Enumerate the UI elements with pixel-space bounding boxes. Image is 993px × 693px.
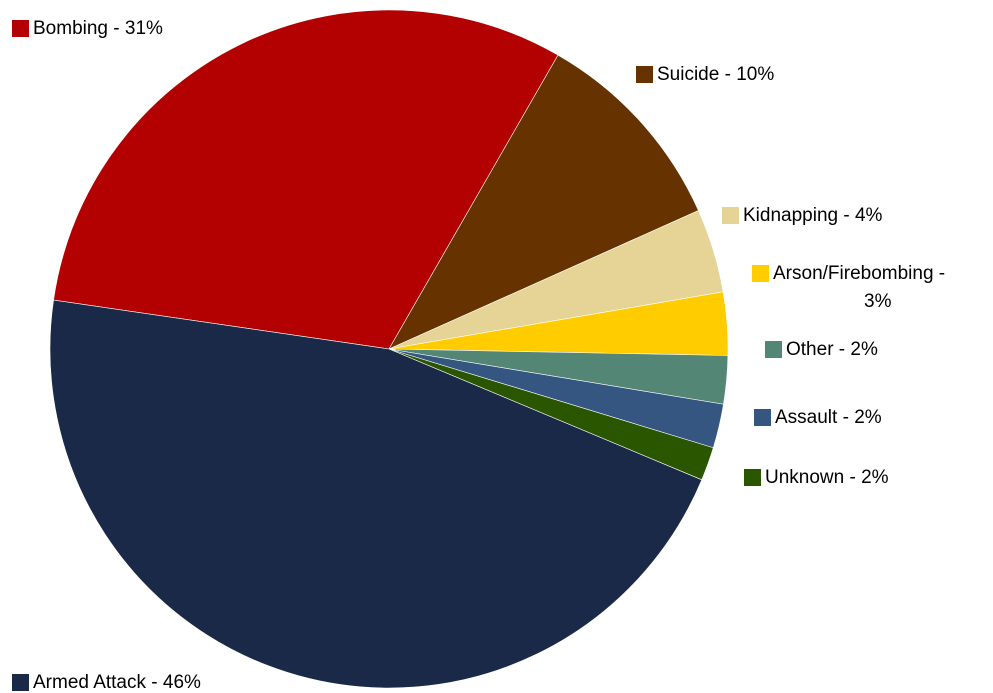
legend-swatch-assault — [754, 409, 771, 426]
slice-label-bombing: Bombing - 31% — [33, 18, 163, 39]
slice-label-arson: Arson/Firebombing - — [773, 263, 945, 284]
legend-swatch-kidnapping — [722, 207, 739, 224]
slice-labels: Bombing - 31% Suicide - 10% Kidnapping -… — [12, 18, 945, 693]
legend-swatch-unknown — [744, 469, 761, 486]
slice-label-other: Other - 2% — [786, 339, 878, 360]
slice-label-kidnapping: Kidnapping - 4% — [743, 205, 883, 226]
slice-label-suicide: Suicide - 10% — [657, 64, 774, 85]
pie-slice-armed-attack — [49, 299, 703, 689]
slice-label-assault: Assault - 2% — [775, 407, 882, 428]
pie-slices — [49, 9, 729, 689]
legend-swatch-suicide — [636, 66, 653, 83]
legend-swatch-armed-attack — [12, 674, 29, 691]
pie-slice-bombing — [53, 9, 559, 350]
legend-swatch-other — [765, 341, 782, 358]
legend-swatch-bombing — [12, 20, 29, 37]
legend-swatch-arson — [752, 265, 769, 282]
pie-slice-suicide — [388, 54, 699, 350]
slice-label-arson-line2: 3% — [864, 291, 892, 312]
slice-label-armed-attack: Armed Attack - 46% — [33, 672, 201, 693]
slice-label-unknown: Unknown - 2% — [765, 467, 889, 488]
